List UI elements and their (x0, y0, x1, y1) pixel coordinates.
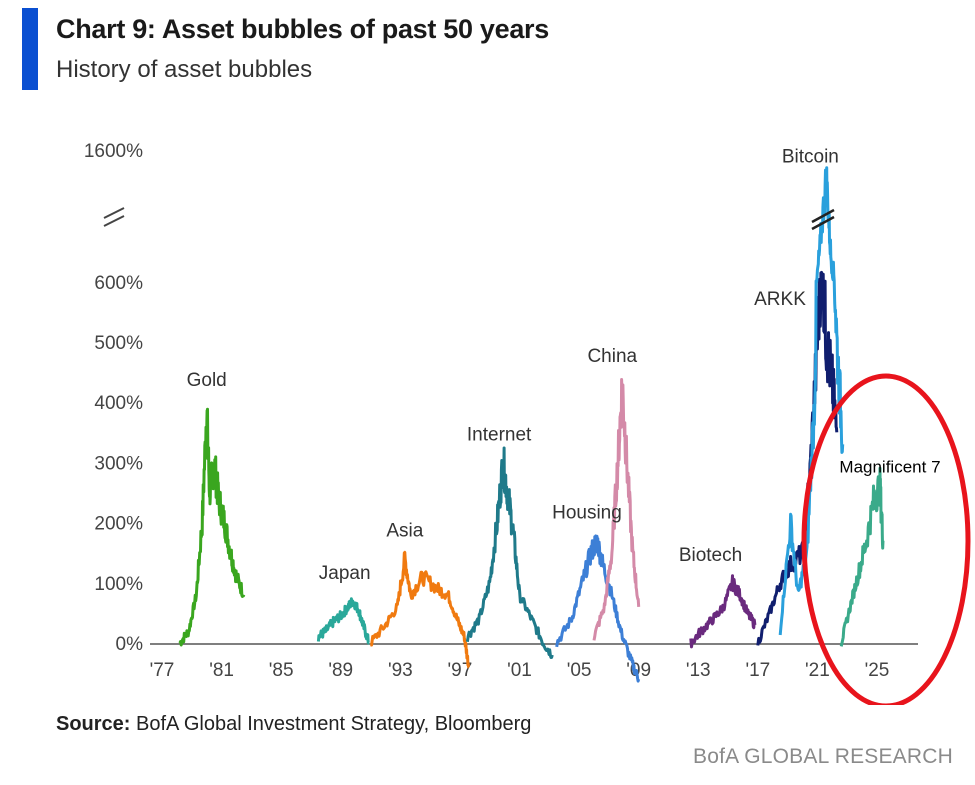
series-line (778, 166, 845, 636)
series-labels: Gold Japan Asia Internet Housing China Biotech… (187, 146, 941, 584)
x-tick-label: '89 (328, 660, 353, 681)
y-tick-label: 1600% (84, 141, 143, 162)
chart-subtitle: History of asset bubbles (56, 56, 313, 83)
x-tick-label: '97 (448, 660, 473, 681)
source-note: Source: BofA Global Investment Strategy,… (56, 713, 531, 736)
series-label: Bitcoin (782, 146, 839, 167)
series-label: ARKK (754, 289, 806, 310)
axis-break-mark (103, 207, 125, 219)
x-tick-label: '77 (150, 660, 175, 681)
x-tick-label: '85 (269, 660, 294, 681)
series-layer (178, 166, 885, 683)
x-tick-label: '17 (745, 660, 770, 681)
x-axis: '77'81'85'89'93'97'01'05'09'13'17'21'25 (150, 643, 918, 681)
series-line (316, 597, 371, 645)
bitcoin-break-mark (811, 215, 835, 231)
y-axis: 0% 100% 200% 300% 400% 500% 600% 1600% (84, 141, 143, 655)
series-label: Housing (552, 503, 622, 524)
y-tick-label: 0% (116, 634, 144, 655)
series-line (592, 378, 641, 641)
series-label: Japan (319, 563, 371, 584)
series-label: China (587, 346, 637, 367)
x-tick-label: '21 (805, 660, 830, 681)
x-tick-label: '01 (507, 660, 532, 681)
x-tick-label: '25 (865, 660, 890, 681)
chart-title: Chart 9: Asset bubbles of past 50 years (56, 14, 549, 44)
brand-footer: BofA GLOBAL RESEARCH (693, 745, 953, 768)
series-line (178, 407, 246, 647)
x-tick-label: '81 (209, 660, 234, 681)
series-label: Magnificent 7 (839, 457, 940, 476)
series-line (465, 446, 554, 659)
x-tick-label: '05 (567, 660, 592, 681)
y-tick-label: 500% (94, 333, 143, 354)
y-tick-label: 200% (94, 514, 143, 535)
accent-bar (22, 8, 38, 90)
axis-break-mark (103, 215, 125, 227)
y-tick-label: 600% (94, 273, 143, 294)
series-line (555, 534, 641, 683)
chart-svg: 0% 100% 200% 300% 400% 500% 600% 1600% '77 '81 '8… (84, 141, 971, 705)
y-tick-label: 400% (94, 393, 143, 414)
source-label: Source: (56, 713, 131, 735)
series-line (370, 550, 470, 669)
y-tick-label: 100% (94, 574, 143, 595)
source-text: BofA Global Investment Strategy, Bloombe… (130, 713, 532, 735)
series-line (839, 466, 885, 647)
x-tick-label: '93 (388, 660, 413, 681)
bitcoin-break-mark (811, 208, 835, 224)
series-label: Internet (467, 424, 532, 445)
series-line (689, 574, 757, 649)
series-label: Gold (187, 370, 227, 391)
highlight-ellipse (801, 373, 971, 705)
x-tick-label: '13 (686, 660, 711, 681)
y-tick-label: 300% (94, 453, 143, 474)
overlay-layer (801, 373, 971, 705)
series-label: Biotech (679, 545, 742, 566)
series-label: Asia (386, 521, 423, 542)
